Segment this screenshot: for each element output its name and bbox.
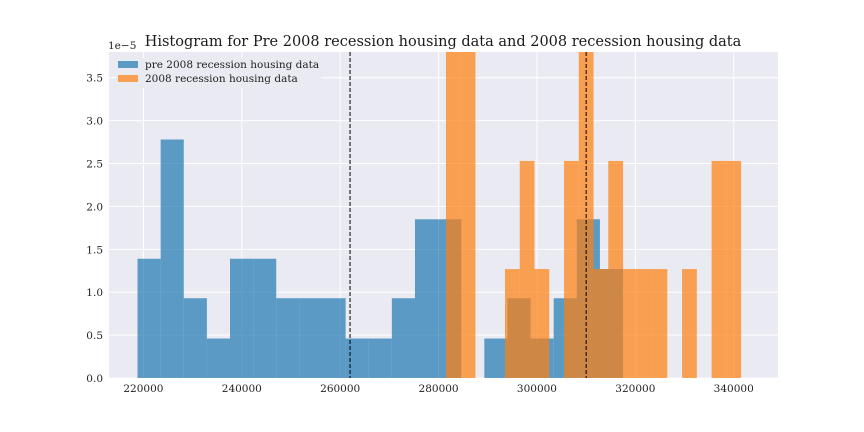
bar-2008	[726, 160, 742, 378]
bar-2008	[534, 269, 550, 378]
bar-pre-2008	[391, 298, 415, 378]
legend: pre 2008 recession housing data 2008 rec…	[116, 58, 321, 88]
y-tick-label: 0.0	[86, 373, 103, 385]
legend-label-pre-2008: pre 2008 recession housing data	[145, 59, 319, 71]
y-tick-label: 3.5	[86, 73, 103, 85]
y-tick-label: 1.5	[86, 244, 103, 256]
bar-2008	[608, 160, 624, 378]
bar-pre-2008	[414, 219, 439, 378]
y-tick-label: 0.5	[86, 330, 103, 342]
legend-swatch-2008	[118, 75, 138, 82]
bar-2008	[504, 269, 520, 378]
bar-pre-2008	[206, 338, 231, 378]
legend-box	[116, 58, 321, 88]
bar-2008	[711, 160, 727, 378]
y-axis-offset-label: 1e−5	[108, 40, 136, 52]
bar-pre-2008	[299, 298, 323, 378]
bar-pre-2008	[484, 338, 508, 378]
bar-pre-2008	[276, 298, 300, 378]
bar-pre-2008	[322, 298, 346, 378]
bar-pre-2008	[137, 258, 161, 378]
bar-2008	[460, 52, 476, 378]
chart-title: Histogram for Pre 2008 recession housing…	[145, 34, 742, 50]
bar-pre-2008	[368, 338, 392, 378]
bar-2008	[652, 269, 668, 378]
y-tick-label: 2.0	[86, 201, 103, 213]
x-tick-label: 240000	[222, 383, 262, 395]
bar-2008	[623, 269, 638, 378]
bars	[137, 52, 742, 378]
y-axis-ticks: 0.0 0.5 1.0 1.5 2.0 2.5 3.0 3.5	[86, 73, 103, 385]
x-tick-label: 260000	[320, 383, 360, 395]
bar-2008	[445, 52, 461, 378]
x-tick-label: 340000	[714, 383, 754, 395]
bar-2008	[593, 269, 609, 378]
bar-2008	[637, 269, 653, 378]
y-tick-label: 2.5	[86, 159, 103, 171]
bar-2008	[519, 160, 535, 378]
bar-2008	[682, 269, 697, 378]
legend-label-2008: 2008 recession housing data	[145, 73, 298, 85]
bar-pre-2008	[345, 338, 369, 378]
bar-pre-2008	[183, 298, 207, 378]
bar-pre-2008	[253, 258, 277, 378]
x-axis-ticks: 220000 240000 260000 280000 300000 320000 3400…	[123, 383, 753, 395]
x-tick-label: 300000	[517, 383, 557, 395]
y-tick-label: 3.0	[86, 116, 103, 128]
bar-2008	[564, 160, 579, 378]
legend-swatch-pre-2008	[118, 61, 138, 68]
y-tick-label: 1.0	[86, 287, 103, 299]
mean-lines	[349, 52, 587, 378]
x-tick-label: 320000	[615, 383, 655, 395]
bar-pre-2008	[160, 139, 184, 378]
x-tick-label: 280000	[419, 383, 459, 395]
bar-pre-2008	[230, 258, 254, 378]
x-tick-label: 220000	[123, 383, 163, 395]
